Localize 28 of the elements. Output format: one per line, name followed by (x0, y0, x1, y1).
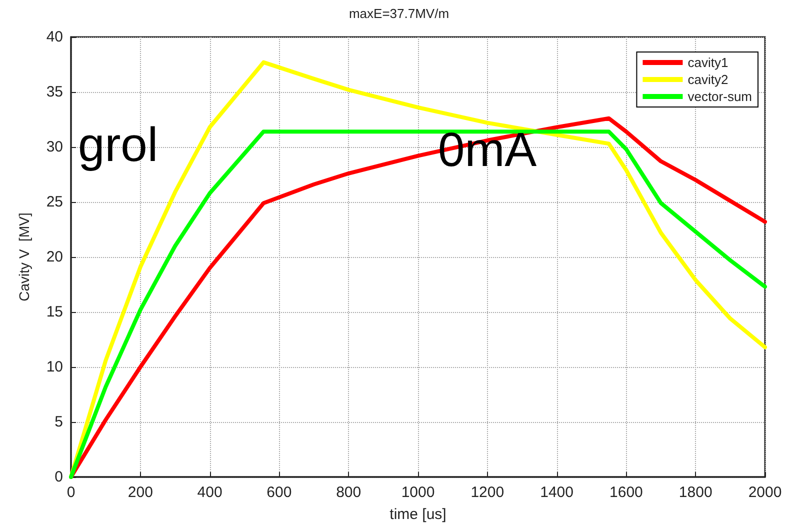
legend-label: cavity1 (688, 55, 728, 70)
x-tick-label: 400 (197, 484, 222, 501)
x-tick-label: 1600 (610, 484, 643, 501)
legend-label: cavity2 (688, 72, 728, 87)
x-tick-label: 1400 (540, 484, 574, 501)
x-tick-label: 800 (336, 484, 362, 501)
y-tick-label: 15 (46, 304, 63, 320)
x-tick-label: 1800 (678, 484, 712, 501)
x-tick-label: 200 (128, 484, 153, 501)
legend-label: vector-sum (688, 89, 752, 104)
x-tick-label: 600 (266, 484, 292, 501)
y-axis-title: Cavity V [MV] (16, 212, 32, 302)
y-tick-label: 10 (46, 358, 63, 376)
x-tick-label: 0 (66, 484, 76, 501)
x-tick-label: 1000 (401, 484, 435, 501)
y-tick-label: 0 (54, 468, 63, 486)
x-tick-label: 1200 (470, 484, 504, 501)
chart-title: maxE=37.7MV/m (348, 6, 450, 21)
x-tick-label: 2000 (748, 484, 782, 501)
y-tick-label: 30 (46, 138, 63, 156)
annotation: grol (78, 119, 158, 172)
y-tick-label: 20 (46, 248, 63, 266)
y-tick-label: 5 (54, 414, 63, 430)
annotation: 0mA (438, 124, 537, 177)
x-axis-title: time [us] (390, 506, 446, 523)
y-tick-label: 35 (46, 84, 63, 100)
y-tick-label: 25 (46, 194, 63, 210)
y-tick-label: 40 (46, 28, 63, 46)
